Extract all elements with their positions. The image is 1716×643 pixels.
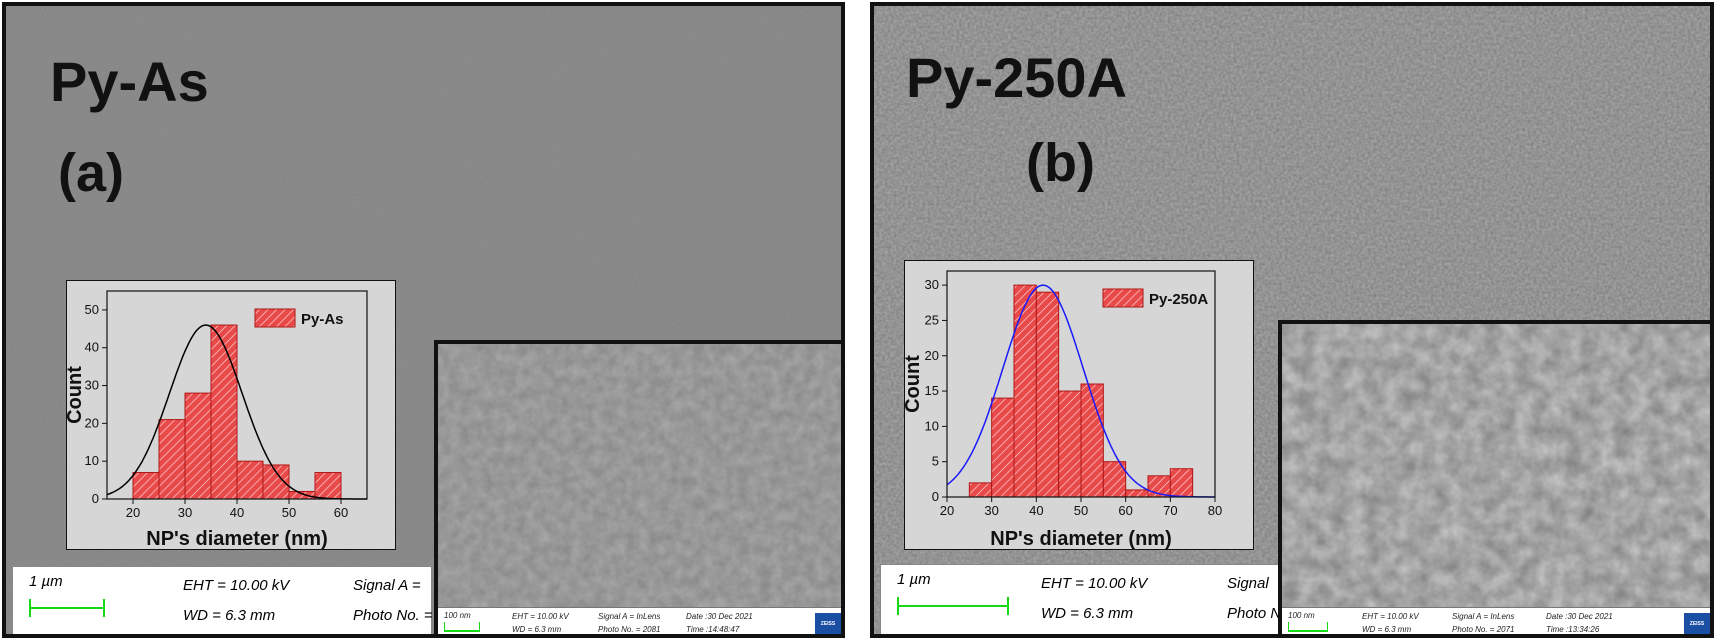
y-axis-title: Count bbox=[905, 355, 924, 413]
inset-scale-label: 100 nm bbox=[1288, 611, 1315, 620]
x-tick-label: 30 bbox=[984, 503, 998, 518]
sem-databar: 1 µm EHT = 10.00 kV WD = 6.3 mm Signal A… bbox=[12, 566, 433, 634]
inset-wd: WD = 6.3 mm bbox=[512, 625, 562, 634]
histogram-b: 20 30 40 50 60 70 80 0 5 10 15 20 25 30 NP's diameter … bbox=[904, 260, 1254, 550]
histogram-bar bbox=[1013, 284, 1037, 498]
scale-label: 1 µm bbox=[29, 573, 63, 590]
gaussian-fit-curve bbox=[106, 324, 367, 500]
y-tick-label: 15 bbox=[925, 383, 939, 398]
y-axis-title: Count bbox=[67, 366, 86, 424]
inset-signal: Signal A = InLens bbox=[1452, 612, 1515, 621]
histogram-bar bbox=[1058, 390, 1082, 498]
panel-title: Py-250A bbox=[906, 46, 1128, 109]
histogram-a: 20 30 40 50 60 0 10 20 30 40 50 NP's diameter (nm) C… bbox=[66, 280, 396, 550]
x-tick-label: 40 bbox=[230, 505, 244, 520]
inset-scale-label: 100 nm bbox=[444, 611, 471, 620]
inset-wd: WD = 6.3 mm bbox=[1362, 625, 1412, 634]
histogram-bar bbox=[968, 482, 993, 498]
inset-date: Date :30 Dec 2021 bbox=[686, 612, 753, 621]
x-tick-label: 20 bbox=[126, 505, 140, 520]
x-tick-label: 60 bbox=[1118, 503, 1132, 518]
panel-title: Py-As bbox=[50, 50, 209, 113]
y-tick-label: 10 bbox=[85, 453, 99, 468]
inset-image-b: 100 nm EHT = 10.00 kV WD = 6.3 mm Signal… bbox=[1278, 320, 1710, 634]
histogram-bar bbox=[184, 392, 212, 500]
legend-label: Py-As bbox=[301, 311, 344, 328]
x-tick-label: 80 bbox=[1208, 503, 1222, 518]
x-tick-label: 30 bbox=[178, 505, 192, 520]
x-tick-label: 40 bbox=[1029, 503, 1043, 518]
scale-label: 1 µm bbox=[897, 571, 931, 588]
signal-value: Signal A = bbox=[353, 577, 421, 594]
histogram-bar bbox=[1169, 468, 1194, 498]
y-tick-label: 40 bbox=[85, 340, 99, 355]
histogram-bar bbox=[236, 460, 264, 500]
y-tick-label: 0 bbox=[932, 489, 939, 504]
y-tick-label: 10 bbox=[925, 418, 939, 433]
sem-databar: 1 µm EHT = 10.00 kV WD = 6.3 mm Signal P… bbox=[880, 564, 1282, 634]
histogram-bar bbox=[991, 397, 1015, 498]
inset-eht: EHT = 10.00 kV bbox=[1362, 612, 1419, 621]
eht-value: EHT = 10.00 kV bbox=[1041, 575, 1148, 592]
x-tick-label: 50 bbox=[282, 505, 296, 520]
gaussian-fit-curve bbox=[946, 284, 1215, 498]
y-tick-label: 20 bbox=[85, 415, 99, 430]
zeiss-logo: ZEISS bbox=[1684, 613, 1710, 634]
inset-sem-b bbox=[1282, 324, 1710, 634]
inset-scale-bar bbox=[444, 622, 480, 632]
photo-number: Photo No. = bbox=[353, 607, 433, 624]
wd-value: WD = 6.3 mm bbox=[1041, 605, 1134, 622]
histogram-bar bbox=[132, 472, 160, 500]
x-tick-label: 60 bbox=[334, 505, 348, 520]
y-tick-label: 0 bbox=[92, 491, 99, 506]
y-tick-label: 30 bbox=[85, 378, 99, 393]
histogram-bar bbox=[1125, 489, 1149, 498]
photo-number: Photo N bbox=[1227, 605, 1282, 622]
y-tick-label: 30 bbox=[925, 277, 939, 292]
histogram-bar bbox=[210, 324, 238, 500]
inset-time: Time :14:48:47 bbox=[686, 625, 740, 634]
panel-label: (a) bbox=[58, 143, 124, 203]
y-tick-label: 25 bbox=[925, 312, 939, 327]
inset-photo: Photo No. = 2081 bbox=[598, 625, 661, 634]
x-tick-label: 70 bbox=[1163, 503, 1177, 518]
inset-photo: Photo No. = 2071 bbox=[1452, 625, 1515, 634]
eht-value: EHT = 10.00 kV bbox=[183, 577, 290, 594]
x-axis-title: NP's diameter (nm) bbox=[146, 528, 327, 550]
y-tick-label: 50 bbox=[85, 302, 99, 317]
inset-databar: 100 nm EHT = 10.00 kV WD = 6.3 mm Signal… bbox=[438, 607, 841, 634]
inset-sem-a bbox=[438, 344, 841, 634]
legend-swatch bbox=[1102, 288, 1144, 308]
histogram-a-svg: 20 30 40 50 60 0 10 20 30 40 50 NP's diameter (nm) C… bbox=[67, 290, 368, 550]
inset-eht: EHT = 10.00 kV bbox=[512, 612, 569, 621]
panel-label: (b) bbox=[1026, 133, 1095, 193]
zeiss-logo: ZEISS bbox=[815, 613, 841, 634]
legend-swatch bbox=[254, 308, 296, 328]
histogram-bar bbox=[288, 490, 316, 500]
inset-date: Date :30 Dec 2021 bbox=[1546, 612, 1613, 621]
scale-bar bbox=[897, 597, 1009, 615]
wd-value: WD = 6.3 mm bbox=[183, 607, 276, 624]
scale-bar bbox=[29, 599, 105, 617]
x-tick-label: 50 bbox=[1074, 503, 1088, 518]
histogram-b-svg: 20 30 40 50 60 70 80 0 5 10 15 20 25 30 NP's diameter … bbox=[905, 270, 1222, 550]
histogram-bar bbox=[1035, 291, 1060, 498]
histogram-bar bbox=[158, 419, 186, 500]
inset-databar: 100 nm EHT = 10.00 kV WD = 6.3 mm Signal… bbox=[1282, 607, 1710, 634]
inset-time: Time :13:34:26 bbox=[1546, 625, 1600, 634]
y-tick-label: 5 bbox=[932, 454, 939, 469]
signal-value: Signal bbox=[1227, 575, 1269, 592]
legend-label: Py-250A bbox=[1149, 291, 1208, 308]
histogram-bar bbox=[1080, 383, 1104, 498]
y-tick-label: 20 bbox=[925, 348, 939, 363]
inset-scale-bar bbox=[1288, 622, 1328, 632]
inset-image-a: 100 nm EHT = 10.00 kV WD = 6.3 mm Signal… bbox=[434, 340, 841, 634]
x-axis-title: NP's diameter (nm) bbox=[990, 528, 1171, 550]
sem-panel-b: Py-250A (b) 20 30 40 50 60 70 80 0 5 10 15 20 25 30 NP… bbox=[870, 2, 1714, 638]
x-tick-label: 20 bbox=[940, 503, 954, 518]
sem-panel-a: Py-As (a) 20 30 40 50 60 0 10 20 30 40 50 NP's diam… bbox=[2, 2, 845, 638]
histogram-bar bbox=[314, 472, 342, 500]
inset-signal: Signal A = InLens bbox=[598, 612, 661, 621]
